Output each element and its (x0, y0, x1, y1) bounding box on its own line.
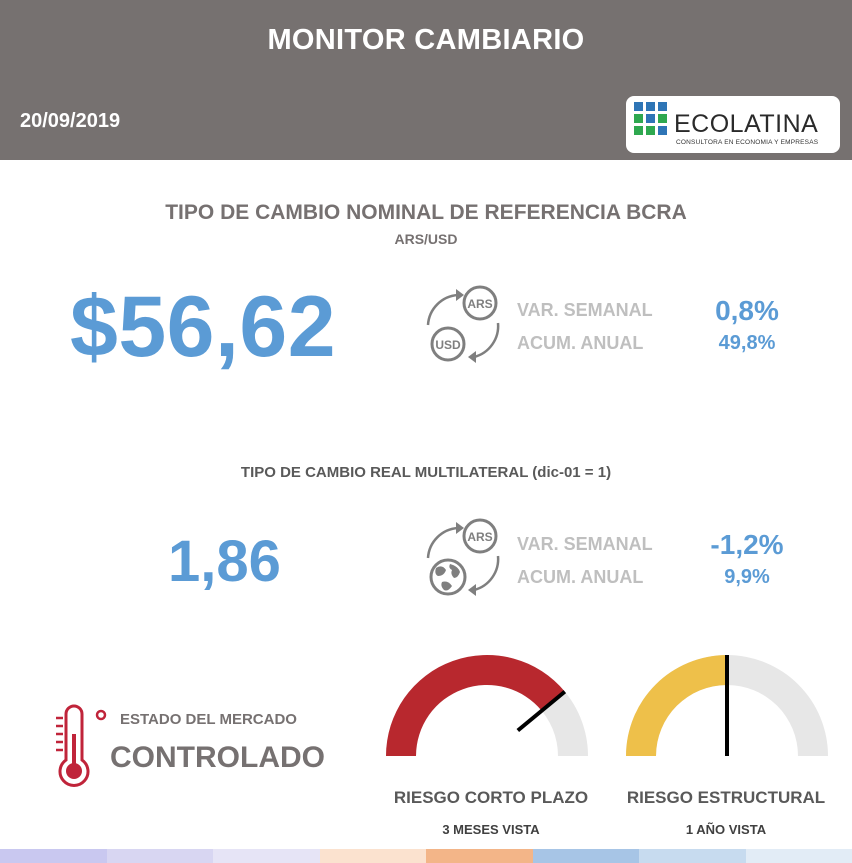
ars-icon-label-2: ARS (467, 530, 492, 544)
market-status-label: ESTADO DEL MERCADO (120, 711, 297, 728)
gauge-needle (516, 690, 567, 733)
ecolatina-logo: ECOLATINA CONSULTORA EN ECONOMIA Y EMPRE… (626, 96, 840, 153)
header-bar: MONITOR CAMBIARIO 20/09/2019 ECOLATINA C… (0, 0, 852, 160)
market-status-value: CONTROLADO (110, 741, 325, 774)
nominal-value: $56,62 (70, 279, 337, 375)
real-title: TIPO DE CAMBIO REAL MULTILATERAL (dic-01… (240, 464, 612, 481)
structural-risk-sublabel: 1 AÑO VISTA (685, 822, 767, 837)
short-term-risk-gauge (386, 655, 588, 756)
strip-segment (532, 849, 639, 863)
strip-segment (106, 849, 213, 863)
strip-segment (213, 849, 320, 863)
strip-segment (426, 849, 533, 863)
real-annual-label: ACUM. ANUAL (517, 567, 644, 587)
nominal-weekly-label: VAR. SEMANAL (517, 300, 653, 320)
nominal-weekly-value: 0,8% (715, 295, 779, 326)
structural-risk-gauge (626, 655, 828, 756)
real-weekly-value: -1,2% (710, 529, 784, 560)
nominal-annual-label: ACUM. ANUAL (517, 333, 644, 353)
ars-icon-label: ARS (467, 297, 492, 311)
short-term-risk-label: RIESGO CORTO PLAZO (393, 788, 589, 807)
report-date: 20/09/2019 (20, 110, 121, 132)
real-value: 1,86 (168, 529, 281, 594)
currency-exchange-icon: ARS USD (418, 283, 510, 365)
gauge-fill (626, 655, 727, 756)
usd-icon-label: USD (435, 338, 461, 352)
bottom-color-strip (0, 849, 852, 863)
logo-grid-icon (634, 102, 667, 135)
real-annual-value: 9,9% (724, 566, 770, 588)
logo-name: ECOLATINA (674, 110, 819, 138)
strip-segment (319, 849, 426, 863)
strip-segment (0, 849, 107, 863)
gauge-fill (386, 655, 565, 756)
structural-risk-label: RIESGO ESTRUCTURAL (626, 788, 826, 807)
strip-segment (639, 849, 746, 863)
logo-tagline: CONSULTORA EN ECONOMIA Y EMPRESAS (676, 139, 819, 146)
nominal-title: TIPO DE CAMBIO NOMINAL DE REFERENCIA BCR… (165, 201, 687, 224)
real-weekly-label: VAR. SEMANAL (517, 534, 653, 554)
strip-segment (745, 849, 852, 863)
globe-exchange-icon: ARS (418, 516, 510, 598)
nominal-annual-value: 49,8% (718, 332, 776, 354)
thermometer-icon (48, 704, 112, 792)
page-title: MONITOR CAMBIARIO (267, 24, 585, 56)
nominal-subtitle: ARS/USD (394, 231, 458, 247)
short-term-risk-sublabel: 3 MESES VISTA (442, 822, 540, 837)
